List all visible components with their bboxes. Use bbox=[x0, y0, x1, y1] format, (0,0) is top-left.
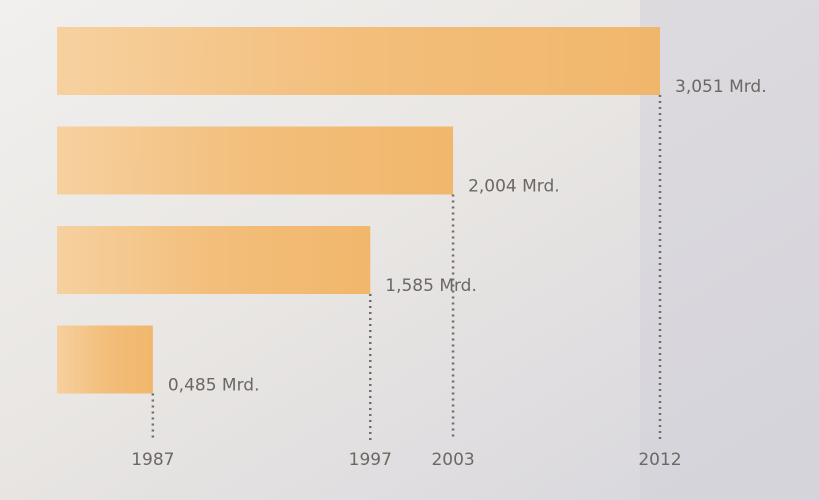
page: 0,485 Mrd. 1987 1,585 Mrd. 1997 2,004 Mrd. 20… bbox=[0, 0, 819, 500]
bar-highlight bbox=[57, 127, 453, 195]
chart: 0,485 Mrd. 1987 1,585 Mrd. 1997 2,004 Mrd. 20… bbox=[0, 0, 819, 500]
bar-highlight bbox=[57, 326, 153, 394]
value-label: 1,585 Mrd. bbox=[385, 276, 477, 296]
bar-highlight bbox=[57, 27, 660, 95]
x-tick-label: 2012 bbox=[638, 450, 681, 470]
background-shade bbox=[640, 0, 819, 500]
x-tick-label: 1987 bbox=[131, 450, 174, 470]
value-label: 3,051 Mrd. bbox=[675, 77, 767, 97]
x-tick-label: 2003 bbox=[431, 450, 474, 470]
value-label: 2,004 Mrd. bbox=[468, 177, 560, 197]
x-tick-label: 1997 bbox=[349, 450, 392, 470]
bar-highlight bbox=[57, 226, 370, 294]
value-label: 0,485 Mrd. bbox=[168, 376, 260, 396]
